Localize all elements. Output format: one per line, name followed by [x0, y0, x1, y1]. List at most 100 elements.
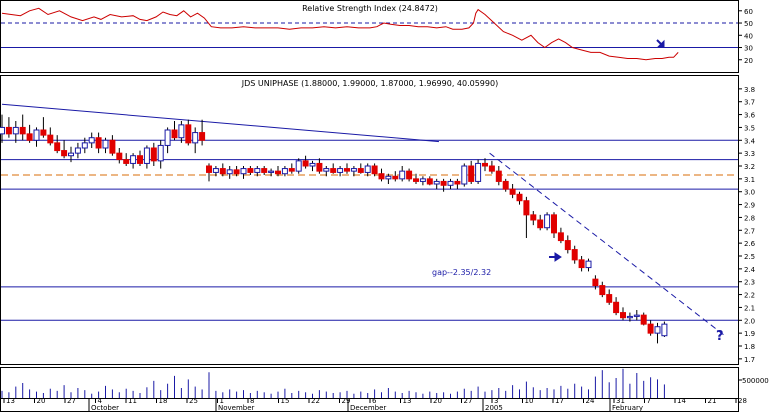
rsi-title: Relative Strength Index (24.8472)	[302, 4, 438, 13]
candle-body	[247, 168, 254, 173]
price-tick-label: 2.3	[744, 279, 755, 287]
x-tick-label: 22	[311, 397, 320, 405]
rsi-tick-label: 40	[744, 32, 753, 40]
candle-body	[330, 168, 337, 173]
candle-body	[157, 144, 164, 162]
price-tick-label: 2.6	[744, 240, 756, 248]
candle-body	[571, 249, 578, 261]
candle-body	[530, 214, 537, 221]
x-tick-label: 3	[494, 397, 498, 405]
candle-body	[426, 178, 433, 185]
price-tick-label: 3.4	[744, 137, 756, 145]
price-tick-label: 3.6	[744, 112, 756, 120]
candle-body	[516, 193, 523, 202]
rsi-tick-label: 20	[744, 57, 753, 65]
candle-body	[199, 132, 206, 141]
rsi-tick-label: 30	[744, 45, 753, 53]
candle-body	[447, 180, 454, 186]
volume-bars	[1, 368, 665, 398]
x-tick-label: 20	[433, 397, 442, 405]
x-tick-label: 15	[281, 397, 290, 405]
price-title: JDS UNIPHASE (1.88000, 1.99000, 1.87000,…	[241, 79, 498, 88]
candle-body	[68, 152, 74, 157]
candle-body	[585, 260, 592, 269]
candle-body	[378, 173, 385, 180]
candle-body	[592, 278, 599, 287]
candle-body	[316, 162, 323, 172]
candle-body	[606, 294, 613, 303]
candle-body	[468, 165, 475, 182]
rsi-tick-label: 50	[744, 20, 753, 28]
x-tick-label: 7	[647, 397, 651, 405]
candle-body	[613, 301, 620, 314]
price-tick-label: 1.7	[744, 356, 755, 364]
gap-annotation: gap--2.35/2.32	[432, 268, 491, 277]
x-tick-label: 18	[159, 397, 168, 405]
candle-body	[0, 126, 5, 135]
volume-panel	[0, 367, 739, 399]
price-tick-label: 2.2	[744, 292, 755, 300]
candle-body	[551, 214, 557, 234]
down-arrow-icon	[656, 39, 665, 48]
x-tick-label: 29	[342, 397, 351, 405]
candle-body	[523, 200, 530, 216]
candle-body	[81, 142, 88, 149]
candle-body	[413, 178, 419, 182]
candle-body	[557, 232, 564, 242]
candle-body	[337, 168, 344, 173]
volume-label: 500000	[742, 377, 769, 385]
x-tick-label: 25	[189, 397, 198, 405]
candle-body	[261, 168, 268, 173]
candle-body	[544, 214, 551, 229]
month-label: November	[218, 404, 255, 412]
price-tick-label: 2.1	[744, 304, 755, 312]
candle-body	[509, 188, 516, 195]
candle-body	[185, 124, 192, 144]
candle-body	[385, 175, 392, 180]
x-tick-label: 28	[738, 397, 747, 405]
candle-body	[254, 168, 261, 173]
price-tick-label: 3.7	[744, 99, 755, 107]
candle-body	[482, 162, 488, 167]
candle-body	[295, 160, 302, 172]
x-tick-label: 1	[220, 397, 224, 405]
candle-body	[164, 129, 171, 146]
candle-body	[12, 126, 19, 135]
candle-body	[240, 168, 247, 175]
candle-body	[661, 323, 668, 337]
x-tick-label: 24	[586, 397, 595, 405]
y-axis-ticks: 20 30 40 50 60 1.7 1.8 1.9 2.0 2.1 2.2 2.3 2.4 2.5 2.6…	[738, 8, 756, 381]
month-label: December	[350, 404, 386, 412]
x-tick-label: 11	[128, 397, 137, 405]
price-tick-label: 1.8	[744, 343, 755, 351]
price-panel	[0, 75, 739, 365]
candle-body	[633, 314, 640, 317]
candle-body	[647, 323, 654, 334]
candle-body	[495, 170, 502, 182]
candle-body	[454, 180, 461, 185]
question-mark: ?	[716, 329, 724, 344]
rsi-series	[1, 7, 679, 61]
candle-body	[599, 285, 606, 296]
candle-body	[626, 315, 633, 319]
candle-body	[433, 180, 440, 185]
candle-body	[461, 165, 468, 185]
month-label: 2005	[485, 404, 503, 412]
candle-body	[178, 124, 185, 139]
candle-body	[47, 134, 54, 144]
candle-body	[54, 142, 61, 152]
rsi-line	[1, 7, 679, 61]
candle-body	[302, 160, 309, 167]
candle-body	[95, 137, 102, 149]
candle-body	[275, 170, 281, 175]
x-axis-ticks: 13 20 27 4 11 18 25 1 8 15 22 29 6 13 20 27 3 10 17 24 31 7 14…	[3, 397, 747, 412]
candle-body	[371, 165, 378, 175]
candlesticks	[0, 114, 668, 344]
price-tick-label: 3.5	[744, 124, 755, 132]
price-tick-label: 3.8	[744, 86, 755, 94]
price-tick-label: 2.4	[744, 266, 756, 274]
x-tick-label: 4	[98, 397, 103, 405]
x-tick-label: 14	[677, 397, 686, 405]
candle-body	[192, 132, 199, 144]
candle-body	[620, 312, 626, 319]
